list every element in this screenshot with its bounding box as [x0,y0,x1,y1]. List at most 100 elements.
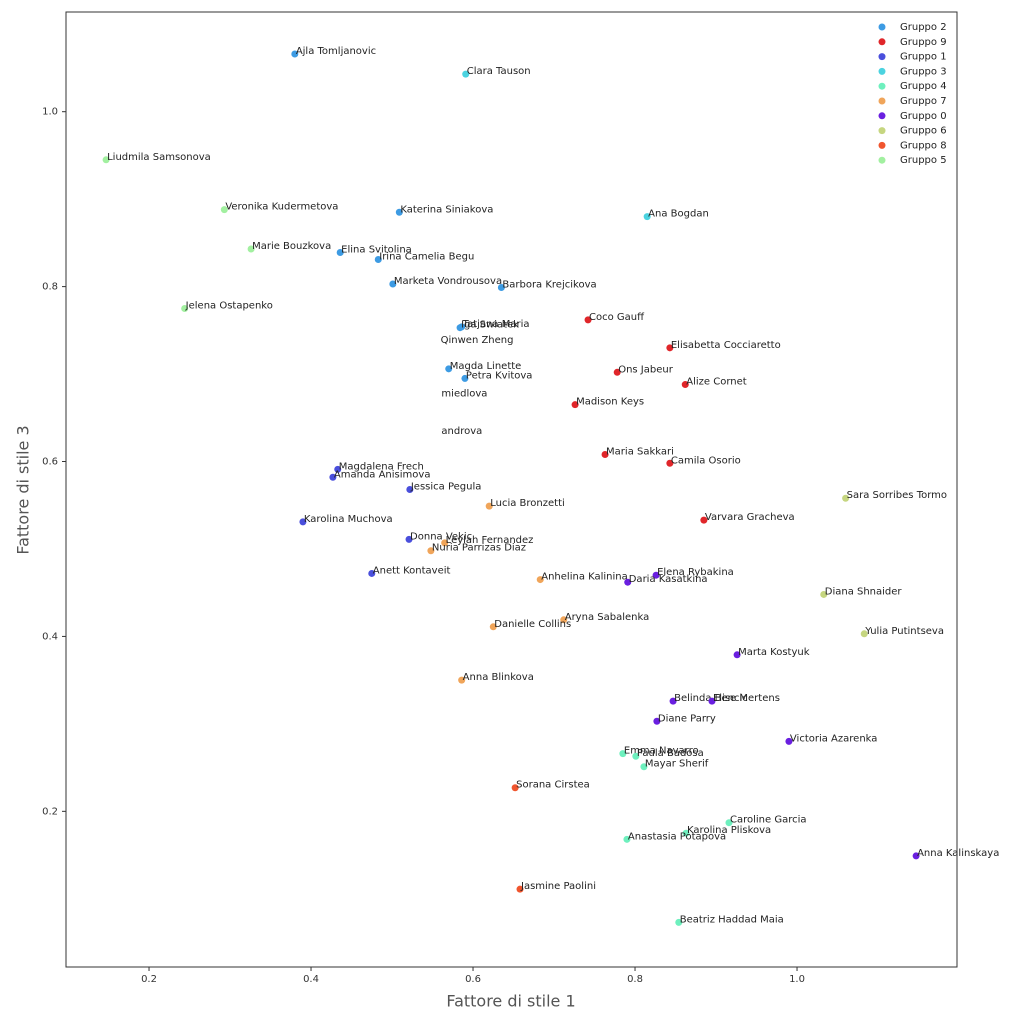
legend-marker [878,67,886,75]
point [336,248,344,256]
point-label: Ajla Tomljanovic [296,46,376,57]
point [584,316,592,324]
point [619,750,627,758]
legend-label: Gruppo 9 [900,37,947,48]
point-label: Veronika Kudermetova [225,202,338,213]
point [334,465,342,473]
point-label: Marta Kostyuk [738,647,810,658]
point [427,547,435,555]
point-label: Victoria Azarenka [790,733,877,744]
point [860,630,868,638]
point [374,255,382,263]
plot-frame [65,11,958,968]
point-label: Camila Osorio [671,455,741,466]
legend-label: Gruppo 6 [900,126,947,137]
point [405,535,413,543]
point-label: Irina Camelia Begu [379,251,474,262]
point [445,365,453,373]
point-label: Liudmila Samsonova [107,152,211,163]
legend-marker [878,38,886,46]
point [406,486,414,493]
point [181,304,189,312]
point-label: Anhelina Kalinina [541,572,628,583]
legend-marker [878,141,886,149]
point [785,737,793,745]
legend-label: Gruppo 2 [900,22,947,33]
point [613,368,621,376]
annotation: Qinwen Zheng [441,335,514,346]
point-label: Maria Sakkari [606,447,674,458]
point-label: Nuria Parrizas Diaz [432,543,526,554]
point-label: Marketa Vondrousova [394,276,502,287]
point [666,459,674,467]
point [329,473,337,481]
point-label: Yulia Putintseva [864,626,944,637]
point [601,451,609,459]
point-label: Anastasia Potapova [628,831,726,842]
point [456,324,464,332]
legend-marker [878,112,886,120]
point [708,697,716,705]
point [653,717,661,725]
point-label: Emma Navarro [624,746,699,757]
point-label: Jessica Pegula [410,482,482,493]
x-tick-label: 0.6 [465,974,481,985]
point [102,156,110,164]
point [666,344,674,352]
point-label: Varvara Gracheva [705,512,795,523]
point [700,516,708,524]
point-label: Iga Swiatek [461,320,519,331]
point-label: Danielle Collins [494,619,571,630]
point [220,206,228,214]
point [458,676,466,684]
point [632,752,640,760]
point-label: Barbora Krejcikova [502,279,596,290]
point-label: Anett Kontaveit [373,565,451,576]
legend-label: Gruppo 3 [900,66,947,77]
point-label: Aryna Sabalenka [565,612,649,623]
point [462,70,470,78]
y-tick-label: 0.2 [42,806,58,817]
point [820,590,828,598]
point [247,245,255,253]
point-label: Magda Linette [450,361,522,372]
point-label: Ons Jabeur [618,364,674,375]
point [489,623,497,631]
legend-marker [878,156,886,164]
legend-label: Gruppo 5 [900,155,947,166]
legend-marker [878,97,886,105]
point [623,835,631,843]
point-label: Diane Parry [658,713,716,724]
point [640,763,648,771]
point-label: Caroline Garcia [730,815,807,826]
point-label: Daria Kasatkina [629,574,708,585]
point-label: Elina Svitolina [341,244,412,255]
annotation: miedlova [441,388,487,399]
legend-label: Gruppo 4 [900,81,947,92]
point-label: Karolina Pliskova [687,825,771,836]
point-label: Jelena Ostapenko [185,300,273,311]
point-label: Magdalena Frech [339,461,424,472]
legend-label: Gruppo 8 [900,140,947,151]
y-axis-label: Fattore di stile 3 [14,425,33,554]
point [669,697,677,705]
point [536,576,544,584]
point [624,578,632,586]
point-label: Lucia Bronzetti [490,498,565,509]
point-label: Clara Tauson [467,66,531,77]
point [389,280,397,288]
annotation: androva [441,426,482,437]
point [725,819,733,827]
legend-marker [878,127,886,135]
point [497,283,505,291]
point-label: Paula Badosa [637,748,704,759]
point [681,381,689,389]
point-label: Madison Keys [576,397,644,408]
point-label: Katerina Siniakova [400,204,493,215]
x-tick-label: 0.4 [303,974,319,985]
legend-label: Gruppo 1 [900,52,947,63]
point-label: Sorana Cirstea [516,780,590,791]
point-label: Tatjana Maria [462,319,530,330]
